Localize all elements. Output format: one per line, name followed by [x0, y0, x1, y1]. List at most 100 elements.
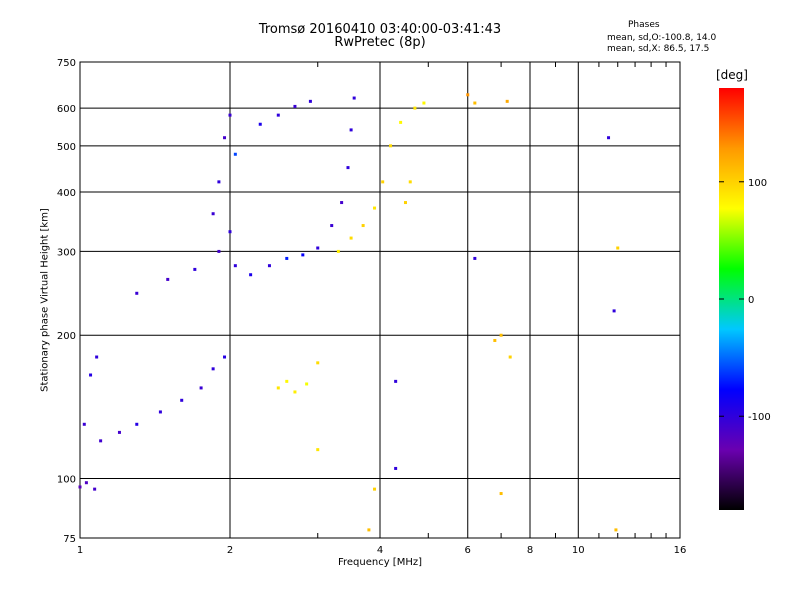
data-point-o: [93, 487, 97, 491]
data-point-x: [508, 355, 512, 359]
axis-ticks: 1 2 4 6 8 10 16 75 100 200 300 400 500 600 750: [57, 58, 686, 556]
data-point-o: [301, 253, 305, 257]
colorbar-tick-label: -100: [748, 412, 771, 423]
data-point-x: [505, 99, 509, 103]
data-point-x: [399, 120, 403, 124]
data-point-o: [135, 291, 139, 295]
data-point-o: [258, 122, 262, 126]
data-point-o: [95, 355, 99, 359]
legend-stats-o: mean, sd,O:-100.8, 14.0: [607, 33, 717, 43]
data-point-o: [217, 180, 221, 184]
y-tick-label: 600: [57, 104, 76, 115]
data-point-o: [117, 430, 121, 434]
data-point-x: [422, 101, 426, 105]
chart-title: Tromsø 20160410 03:40:00-03:41:43: [258, 22, 502, 37]
data-point-o: [82, 422, 86, 426]
data-point-x: [361, 224, 365, 228]
x-tick-label: 1: [77, 545, 83, 556]
data-point-o: [267, 264, 271, 268]
data-point-x: [285, 379, 289, 383]
data-point-o: [217, 249, 221, 253]
y-tick-label: 400: [57, 188, 76, 199]
data-point-o: [233, 152, 237, 156]
data-point-o: [228, 113, 232, 117]
data-point-o: [276, 113, 280, 117]
x-tick-label: 2: [227, 545, 233, 556]
data-point-o: [78, 485, 82, 489]
y-tick-label: 300: [57, 247, 76, 258]
data-point-o: [135, 422, 139, 426]
x-tick-label: 8: [527, 545, 533, 556]
data-point-o: [349, 128, 353, 132]
data-point-x: [403, 201, 407, 205]
data-point-x: [316, 448, 320, 452]
data-point-o: [223, 136, 227, 140]
data-point-x: [389, 144, 393, 148]
data-point-x: [336, 249, 340, 253]
data-point-x: [276, 386, 280, 390]
data-point-o: [180, 398, 184, 402]
data-points: [78, 93, 620, 532]
data-point-x: [616, 246, 620, 250]
data-point-x: [499, 333, 503, 337]
data-point-x: [293, 390, 297, 394]
data-point-x: [305, 382, 309, 386]
data-point-o: [607, 136, 611, 140]
data-point-o: [228, 230, 232, 234]
data-point-x: [316, 361, 320, 365]
data-point-o: [473, 256, 477, 260]
data-point-o: [340, 201, 344, 205]
y-tick-label: 100: [57, 475, 76, 486]
data-point-o: [199, 386, 203, 390]
data-point-x: [408, 180, 412, 184]
data-point-o: [193, 267, 197, 271]
y-tick-label: 200: [57, 331, 76, 342]
data-point-o: [352, 96, 356, 100]
data-point-o: [89, 373, 93, 377]
legend-stats-x: mean, sd,X: 86.5, 17.5: [607, 44, 710, 54]
data-point-o: [316, 246, 320, 250]
data-point-o: [99, 439, 103, 443]
grid-lines: [80, 62, 680, 538]
y-tick-label: 75: [63, 534, 76, 545]
data-point-o: [346, 166, 350, 170]
data-point-o: [308, 99, 312, 103]
data-point-x: [614, 528, 618, 532]
data-point-o: [293, 104, 297, 108]
x-tick-label: 10: [572, 545, 585, 556]
data-point-x: [373, 206, 377, 210]
x-axis-label: Frequency [MHz]: [337, 557, 423, 568]
data-point-o: [394, 379, 398, 383]
data-point-x: [349, 236, 353, 240]
data-point-o: [223, 355, 227, 359]
chart-subtitle: RwPretec (8p): [334, 35, 426, 50]
data-point-o: [285, 256, 289, 260]
data-point-o: [330, 224, 334, 228]
data-point-o: [158, 410, 162, 414]
colorbar-tick-label: 0: [748, 295, 754, 306]
data-point-o: [233, 264, 237, 268]
y-tick-label: 500: [57, 142, 76, 153]
x-tick-label: 4: [377, 545, 383, 556]
data-point-x: [413, 106, 417, 110]
x-tick-label: 6: [465, 545, 471, 556]
data-point-o: [211, 212, 215, 216]
x-tick-label: 16: [674, 545, 687, 556]
colorbar-tick-label: 100: [748, 178, 767, 189]
data-point-x: [373, 487, 377, 491]
colorbar-label: [deg]: [716, 68, 748, 82]
data-point-x: [381, 180, 385, 184]
data-point-x: [493, 338, 497, 342]
data-point-o: [612, 309, 616, 313]
data-point-o: [394, 466, 398, 470]
data-point-o: [211, 367, 215, 371]
data-point-x: [367, 528, 371, 532]
colorbar-ticks: 100 0 -100: [719, 178, 771, 423]
data-point-o: [84, 481, 88, 485]
data-point-x: [466, 93, 470, 97]
data-point-o: [166, 277, 170, 281]
y-tick-label: 750: [57, 58, 76, 69]
data-point-x: [473, 101, 477, 105]
data-point-x: [499, 492, 503, 496]
